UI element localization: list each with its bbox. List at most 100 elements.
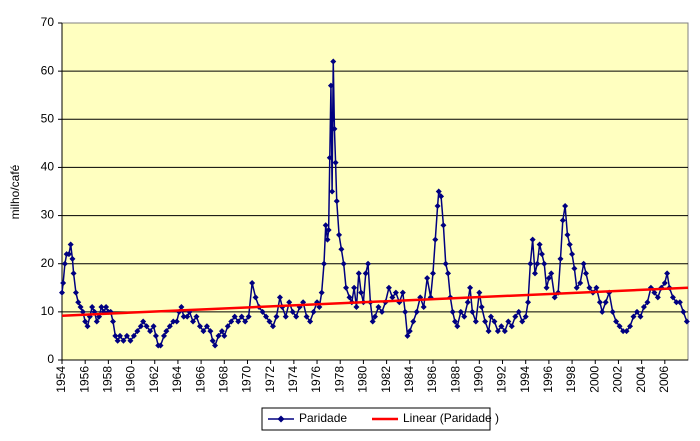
- marker: [98, 304, 105, 311]
- marker: [449, 308, 456, 315]
- marker: [562, 202, 569, 209]
- marker: [602, 299, 609, 306]
- marker: [59, 289, 65, 296]
- marker: [157, 342, 164, 349]
- plot-area: [61, 22, 689, 361]
- marker: [184, 313, 191, 320]
- marker: [209, 337, 216, 344]
- marker: [375, 304, 382, 311]
- marker: [669, 294, 676, 301]
- legend-marker: [277, 415, 285, 423]
- marker: [461, 313, 468, 320]
- marker: [522, 313, 529, 320]
- marker: [564, 231, 571, 238]
- marker: [385, 284, 392, 291]
- marker: [372, 313, 378, 320]
- marker: [673, 299, 680, 306]
- marker: [127, 337, 134, 344]
- marker: [228, 318, 235, 325]
- marker: [84, 323, 91, 330]
- marker: [525, 299, 532, 306]
- marker: [676, 299, 683, 306]
- x-tick-label: 2000: [587, 366, 601, 393]
- marker: [399, 289, 406, 296]
- marker: [263, 313, 270, 320]
- marker: [215, 332, 222, 339]
- marker: [654, 294, 661, 301]
- marker: [114, 337, 121, 344]
- marker: [534, 260, 541, 267]
- marker: [683, 318, 690, 325]
- marker: [140, 318, 147, 325]
- marker: [464, 299, 471, 306]
- marker: [512, 313, 519, 320]
- marker: [527, 260, 534, 267]
- marker: [269, 323, 276, 330]
- marker: [320, 260, 327, 267]
- marker: [362, 270, 369, 277]
- marker: [633, 308, 640, 315]
- marker: [429, 270, 436, 277]
- marker: [65, 251, 72, 258]
- marker: [318, 289, 325, 296]
- marker: [505, 318, 512, 325]
- marker: [498, 323, 505, 330]
- marker: [476, 289, 483, 296]
- x-tick-label: 1990: [472, 366, 486, 393]
- marker: [282, 313, 289, 320]
- x-tick-label: 1992: [495, 366, 509, 393]
- x-tick-label: 1982: [379, 366, 393, 393]
- x-tick-label: 1974: [286, 366, 300, 393]
- marker: [609, 308, 616, 315]
- x-tick-label: 1972: [263, 366, 277, 393]
- marker: [273, 313, 280, 320]
- marker: [286, 299, 293, 306]
- y-tick-label: 60: [41, 63, 55, 77]
- y-tick-label: 70: [41, 15, 55, 29]
- marker: [331, 125, 338, 132]
- marker: [147, 328, 154, 335]
- marker: [680, 308, 687, 315]
- x-tick-label: 2006: [657, 366, 671, 393]
- marker: [252, 294, 259, 301]
- marker: [180, 313, 187, 320]
- marker: [378, 308, 385, 315]
- marker: [166, 323, 173, 330]
- marker: [538, 251, 545, 258]
- marker: [69, 255, 76, 262]
- marker: [637, 313, 644, 320]
- marker: [482, 318, 489, 325]
- marker: [410, 318, 417, 325]
- marker: [293, 313, 300, 320]
- marker: [276, 294, 283, 301]
- marker: [259, 308, 266, 315]
- marker: [536, 241, 543, 248]
- marker: [566, 241, 573, 248]
- marker: [346, 294, 353, 301]
- marker: [406, 328, 413, 335]
- marker: [93, 318, 100, 325]
- marker: [238, 313, 245, 320]
- marker: [501, 328, 508, 335]
- x-tick-label: 1984: [402, 366, 416, 393]
- y-tick-label: 10: [41, 304, 55, 318]
- marker: [170, 318, 177, 325]
- marker: [369, 318, 376, 325]
- marker: [434, 202, 441, 209]
- marker: [178, 304, 185, 311]
- marker: [307, 318, 314, 325]
- marker: [130, 332, 137, 339]
- marker: [152, 332, 159, 339]
- marker: [116, 332, 123, 339]
- marker: [616, 323, 623, 330]
- marker: [420, 304, 427, 311]
- x-tick-label: 1996: [541, 366, 555, 393]
- marker: [212, 342, 219, 349]
- x-tick-label: 1988: [448, 366, 462, 393]
- marker: [541, 260, 548, 267]
- marker: [569, 251, 576, 258]
- x-tick-label: 1960: [124, 366, 138, 393]
- x-tick-label: 2002: [611, 366, 625, 393]
- marker: [571, 265, 578, 272]
- marker: [644, 299, 651, 306]
